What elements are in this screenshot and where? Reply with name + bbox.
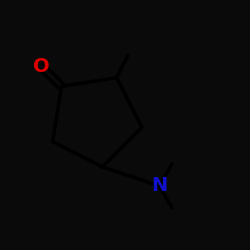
- Text: O: O: [33, 56, 50, 76]
- Text: N: N: [151, 176, 168, 196]
